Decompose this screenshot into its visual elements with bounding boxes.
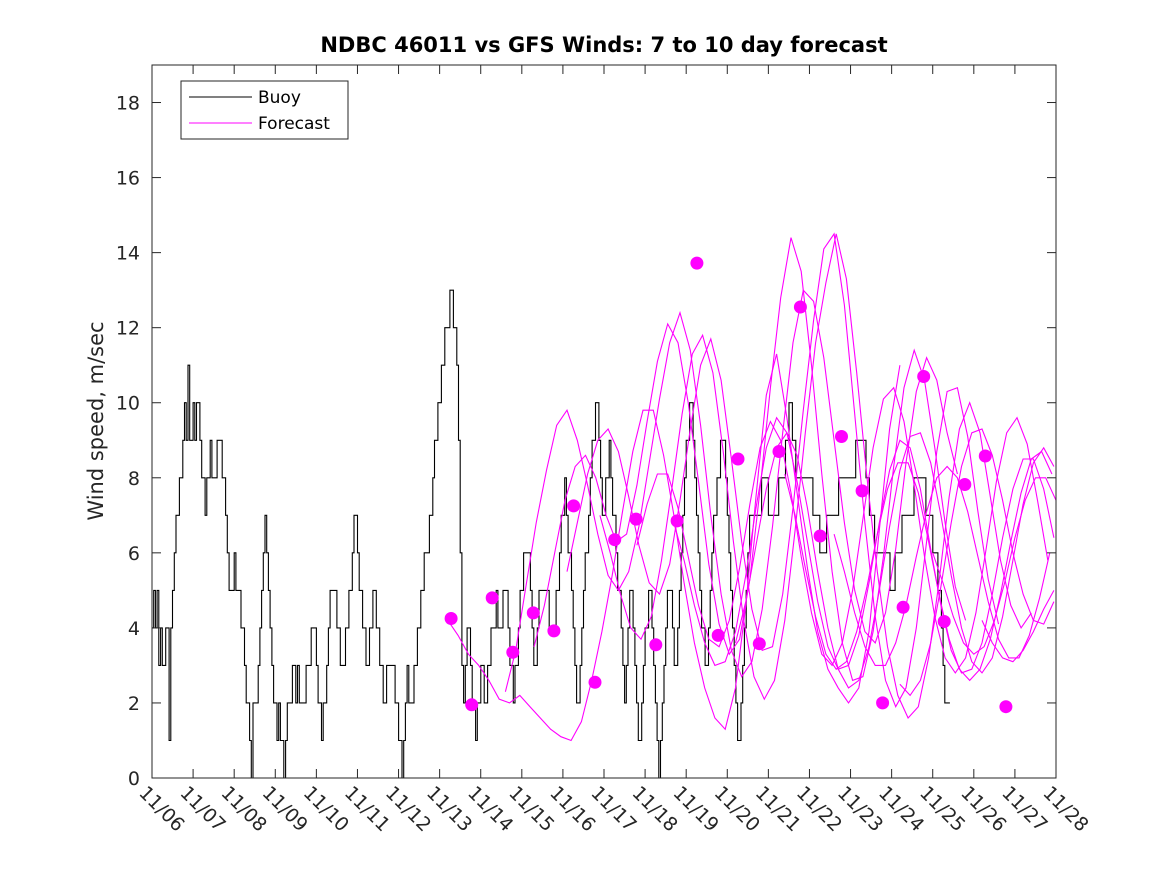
forecast-point (506, 645, 520, 659)
forecast-point (855, 484, 869, 498)
forecast-point (711, 628, 725, 642)
forecast-point (772, 445, 786, 458)
y-tick-label: 4 (128, 618, 140, 640)
chart-title: NDBC 46011 vs GFS Winds: 7 to 10 day for… (320, 33, 887, 57)
forecast-point (690, 256, 704, 270)
y-tick-label: 8 (128, 468, 140, 490)
forecast-point (835, 430, 848, 443)
forecast-point (567, 499, 581, 513)
forecast-point (485, 591, 499, 605)
forecast-point (444, 612, 458, 625)
forecast-point (526, 606, 540, 620)
y-axis: 0 2 4 6 8 10 12 14 16 18 (116, 93, 1056, 790)
y-axis-label: Wind speed, m/sec (84, 321, 108, 520)
series-line-forecast (981, 590, 1055, 663)
forecast-point (896, 600, 910, 614)
forecast-point (649, 638, 663, 652)
legend: Buoy Forecast (180, 80, 349, 140)
forecast-point (978, 449, 992, 463)
forecast-point (608, 533, 622, 547)
y-tick-label: 14 (116, 243, 140, 265)
forecast-point (876, 696, 890, 710)
forecast-point (813, 529, 827, 543)
y-tick-label: 10 (116, 393, 140, 415)
forecast-point (588, 675, 602, 689)
forecast-point (752, 637, 766, 651)
series-line-forecast (784, 450, 1053, 682)
legend-box (180, 80, 349, 140)
legend-label-buoy: Buoy (258, 88, 301, 108)
forecast-point (999, 700, 1013, 714)
legend-label-forecast: Forecast (258, 114, 330, 134)
series-line-forecast (932, 477, 1057, 655)
y-tick-label: 0 (128, 768, 140, 790)
forecast-point (629, 512, 643, 526)
y-tick-label: 18 (116, 93, 140, 115)
forecast-point (670, 514, 684, 528)
forecast-point (937, 615, 951, 628)
series-line-forecast (833, 465, 1051, 666)
y-tick-label: 16 (116, 168, 140, 190)
series-line-forecast (899, 428, 1055, 697)
forecast-point (793, 300, 807, 314)
forecast-point (917, 370, 931, 383)
series-line-forecast (673, 416, 1055, 674)
plot-content (152, 232, 1057, 779)
series-line-forecast (636, 386, 1049, 674)
series-line-buoy (152, 289, 950, 779)
y-tick-label: 2 (128, 693, 140, 715)
forecast-point (731, 452, 745, 466)
series-line-forecast (734, 431, 1055, 689)
y-tick-label: 6 (128, 543, 140, 565)
series-line-forecast (566, 232, 1000, 709)
forecast-point (958, 478, 972, 491)
y-tick-label: 12 (116, 318, 140, 340)
forecast-point (465, 698, 479, 712)
forecast-point (547, 624, 561, 638)
